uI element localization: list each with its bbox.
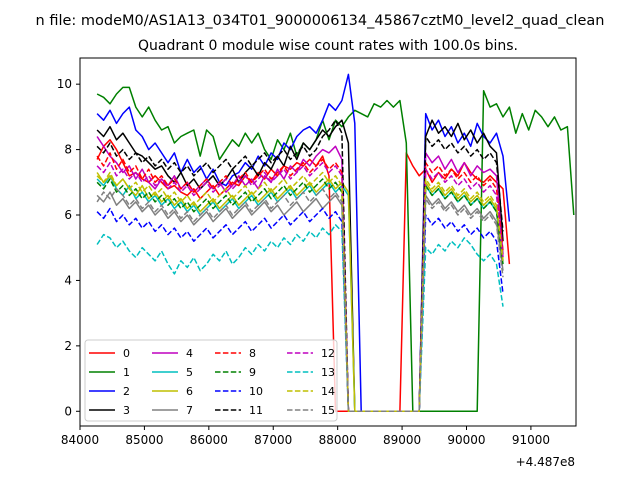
legend-label-6: 6: [186, 385, 193, 398]
legend-label-3: 3: [123, 404, 130, 417]
x-tick-label: 85000: [125, 433, 163, 447]
series-line-11: [96, 119, 504, 413]
y-tick-label: 10: [57, 77, 72, 91]
legend-label-13: 13: [321, 366, 335, 379]
x-axis: 84000 85000 86000 87000 88000 89000 90000 91000: [61, 426, 550, 447]
y-tick-label: 6: [64, 208, 72, 222]
series-line-1: [96, 86, 575, 413]
y-tick-label: 0: [64, 404, 72, 418]
x-offset-label: +4.487e8: [516, 455, 575, 469]
x-tick-label: 88000: [319, 433, 357, 447]
legend-label-8: 8: [249, 347, 256, 360]
legend-label-5: 5: [186, 366, 193, 379]
x-tick-label: 91000: [512, 433, 550, 447]
chart-title: Quadrant 0 module wise count rates with …: [138, 38, 518, 54]
series-line-2: [96, 73, 511, 413]
x-tick-label: 89000: [383, 433, 421, 447]
series-line-7: [96, 191, 504, 413]
series-line-8: [96, 152, 504, 413]
legend-label-7: 7: [186, 404, 193, 417]
y-tick-label: 2: [64, 339, 72, 353]
legend-label-0: 0: [123, 347, 130, 360]
x-tick-label: 86000: [190, 433, 228, 447]
series-line-6: [96, 172, 504, 413]
legend-label-1: 1: [123, 366, 130, 379]
series-line-4: [96, 136, 504, 413]
legend-box: [84, 339, 338, 422]
y-tick-label: 8: [64, 143, 72, 157]
legend-label-14: 14: [321, 385, 335, 398]
plot-area: [96, 73, 575, 413]
x-tick-label: 84000: [61, 433, 99, 447]
x-tick-label: 87000: [254, 433, 292, 447]
series-line-13: [96, 224, 504, 413]
series-line-3: [96, 119, 504, 413]
series-line-15: [96, 188, 504, 413]
figure-suptitle: n file: modeM0/AS1A13_034T01_9000006134_…: [36, 13, 605, 29]
legend-label-12: 12: [321, 347, 335, 360]
series-line-9: [96, 178, 504, 413]
axes-frame: [79, 57, 577, 427]
legend-label-10: 10: [249, 385, 263, 398]
y-tick-label: 4: [64, 273, 72, 287]
series-line-10: [96, 207, 504, 413]
x-tick-label: 90000: [447, 433, 485, 447]
y-axis: 0 2 4 6 8 10: [57, 77, 80, 418]
legend-label-2: 2: [123, 385, 130, 398]
legend-label-15: 15: [321, 404, 335, 417]
series-line-12: [96, 161, 504, 413]
legend-label-4: 4: [186, 347, 193, 360]
series-line-14: [96, 171, 504, 413]
legend-label-9: 9: [249, 366, 256, 379]
legend-label-11: 11: [249, 404, 263, 417]
